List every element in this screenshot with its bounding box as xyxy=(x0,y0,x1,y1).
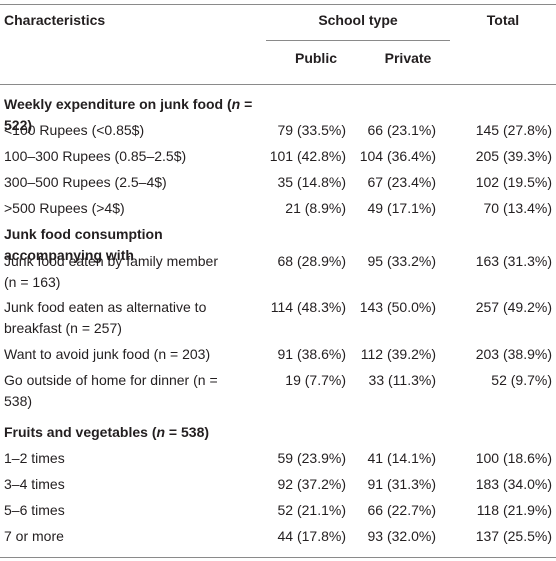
header-private: Private xyxy=(384,50,432,66)
cell-total: 203 (38.9%) xyxy=(475,346,552,362)
cell-total: 52 (9.7%) xyxy=(491,372,552,388)
cell-private: 91 (31.3%) xyxy=(367,476,436,492)
table-top-rule xyxy=(0,4,556,5)
row-label: 100–300 Rupees (0.85–2.5$) xyxy=(4,148,187,164)
row-label: <100 Rupees (<0.85$) xyxy=(4,122,145,138)
cell-public: 59 (23.9%) xyxy=(277,450,346,466)
section-title-fruits: Fruits and vegetables (n = 538) xyxy=(4,422,262,443)
row-label-line1: Junk food eaten by family member xyxy=(4,253,218,269)
cell-total: 183 (34.0%) xyxy=(475,476,552,492)
row-label: Want to avoid junk food (n = 203) xyxy=(4,346,211,362)
row-label: Junk food eaten by family member (n = 163… xyxy=(4,251,262,293)
cell-private: 49 (17.1%) xyxy=(367,200,436,216)
cell-total: 102 (19.5%) xyxy=(475,174,552,190)
cell-public: 35 (14.8%) xyxy=(277,174,346,190)
section-title-n: n xyxy=(231,96,241,112)
section-title-prefix: Fruits and vegetables ( xyxy=(4,424,157,440)
cell-total: 257 (49.2%) xyxy=(475,299,552,315)
header-total: Total xyxy=(486,12,520,28)
row-label: Junk food eaten as alternative to breakfa… xyxy=(4,297,262,339)
row-label: >500 Rupees (>4$) xyxy=(4,200,125,216)
row-label-line2: (n = 163) xyxy=(4,274,61,290)
row-label-line2: 538) xyxy=(4,393,33,409)
cell-private: 143 (50.0%) xyxy=(359,299,436,315)
cell-total: 145 (27.8%) xyxy=(475,122,552,138)
section-title-suffix: = 538) xyxy=(165,424,210,440)
row-label: 3–4 times xyxy=(4,476,65,492)
cell-public: 92 (37.2%) xyxy=(277,476,346,492)
cell-public: 114 (48.3%) xyxy=(270,299,346,315)
cell-private: 66 (22.7%) xyxy=(367,502,436,518)
section-title-n: n xyxy=(156,424,166,440)
row-label: 1–2 times xyxy=(4,450,65,466)
cell-private: 41 (14.1%) xyxy=(367,450,436,466)
cell-total: 118 (21.9%) xyxy=(476,502,552,518)
header-bottom-rule xyxy=(0,84,556,85)
cell-private: 95 (33.2%) xyxy=(367,253,436,269)
row-label-line2: breakfast (n = 257) xyxy=(4,320,122,336)
header-public: Public xyxy=(294,50,337,66)
section-title-suffix: = 522) xyxy=(4,96,253,133)
cell-private: 104 (36.4%) xyxy=(359,148,436,164)
row-label-line1: Junk food eaten as alternative to xyxy=(4,299,207,315)
row-label-line1: Go outside of home for dinner (n = xyxy=(4,372,218,388)
row-label: 7 or more xyxy=(4,528,64,544)
row-label: Go outside of home for dinner (n = 538) xyxy=(4,370,262,412)
table-bottom-rule xyxy=(0,557,556,558)
cell-private: 33 (11.3%) xyxy=(368,372,436,388)
row-label: 300–500 Rupees (2.5–4$) xyxy=(4,174,167,190)
cell-public: 21 (8.9%) xyxy=(285,200,346,216)
cell-private: 112 (39.2%) xyxy=(360,346,436,362)
header-school-type: School type xyxy=(318,12,398,28)
section-title-expenditure: Weekly expenditure on junk food (n = 522… xyxy=(4,94,262,136)
cell-private: 66 (23.1%) xyxy=(367,122,436,138)
header-characteristics: Characteristics xyxy=(4,12,106,28)
cell-total: 70 (13.4%) xyxy=(483,200,552,216)
cell-private: 67 (23.4%) xyxy=(367,174,436,190)
cell-total: 205 (39.3%) xyxy=(475,148,552,164)
row-label: 5–6 times xyxy=(4,502,65,518)
cell-total: 137 (25.5%) xyxy=(475,528,552,544)
cell-public: 44 (17.8%) xyxy=(277,528,346,544)
cell-public: 19 (7.7%) xyxy=(285,372,346,388)
section-title-accompanying: Junk food consumption accompanying with xyxy=(4,226,163,263)
cell-public: 91 (38.6%) xyxy=(277,346,346,362)
cell-total: 100 (18.6%) xyxy=(475,450,552,466)
cell-public: 101 (42.8%) xyxy=(269,148,346,164)
cell-public: 68 (28.9%) xyxy=(277,253,346,269)
cell-public: 79 (33.5%) xyxy=(277,122,346,138)
cell-public: 52 (21.1%) xyxy=(277,502,346,518)
cell-private: 93 (32.0%) xyxy=(367,528,436,544)
cell-total: 163 (31.3%) xyxy=(475,253,552,269)
school-type-underline xyxy=(266,40,450,41)
section-title-prefix: Weekly expenditure on junk food ( xyxy=(4,96,232,112)
